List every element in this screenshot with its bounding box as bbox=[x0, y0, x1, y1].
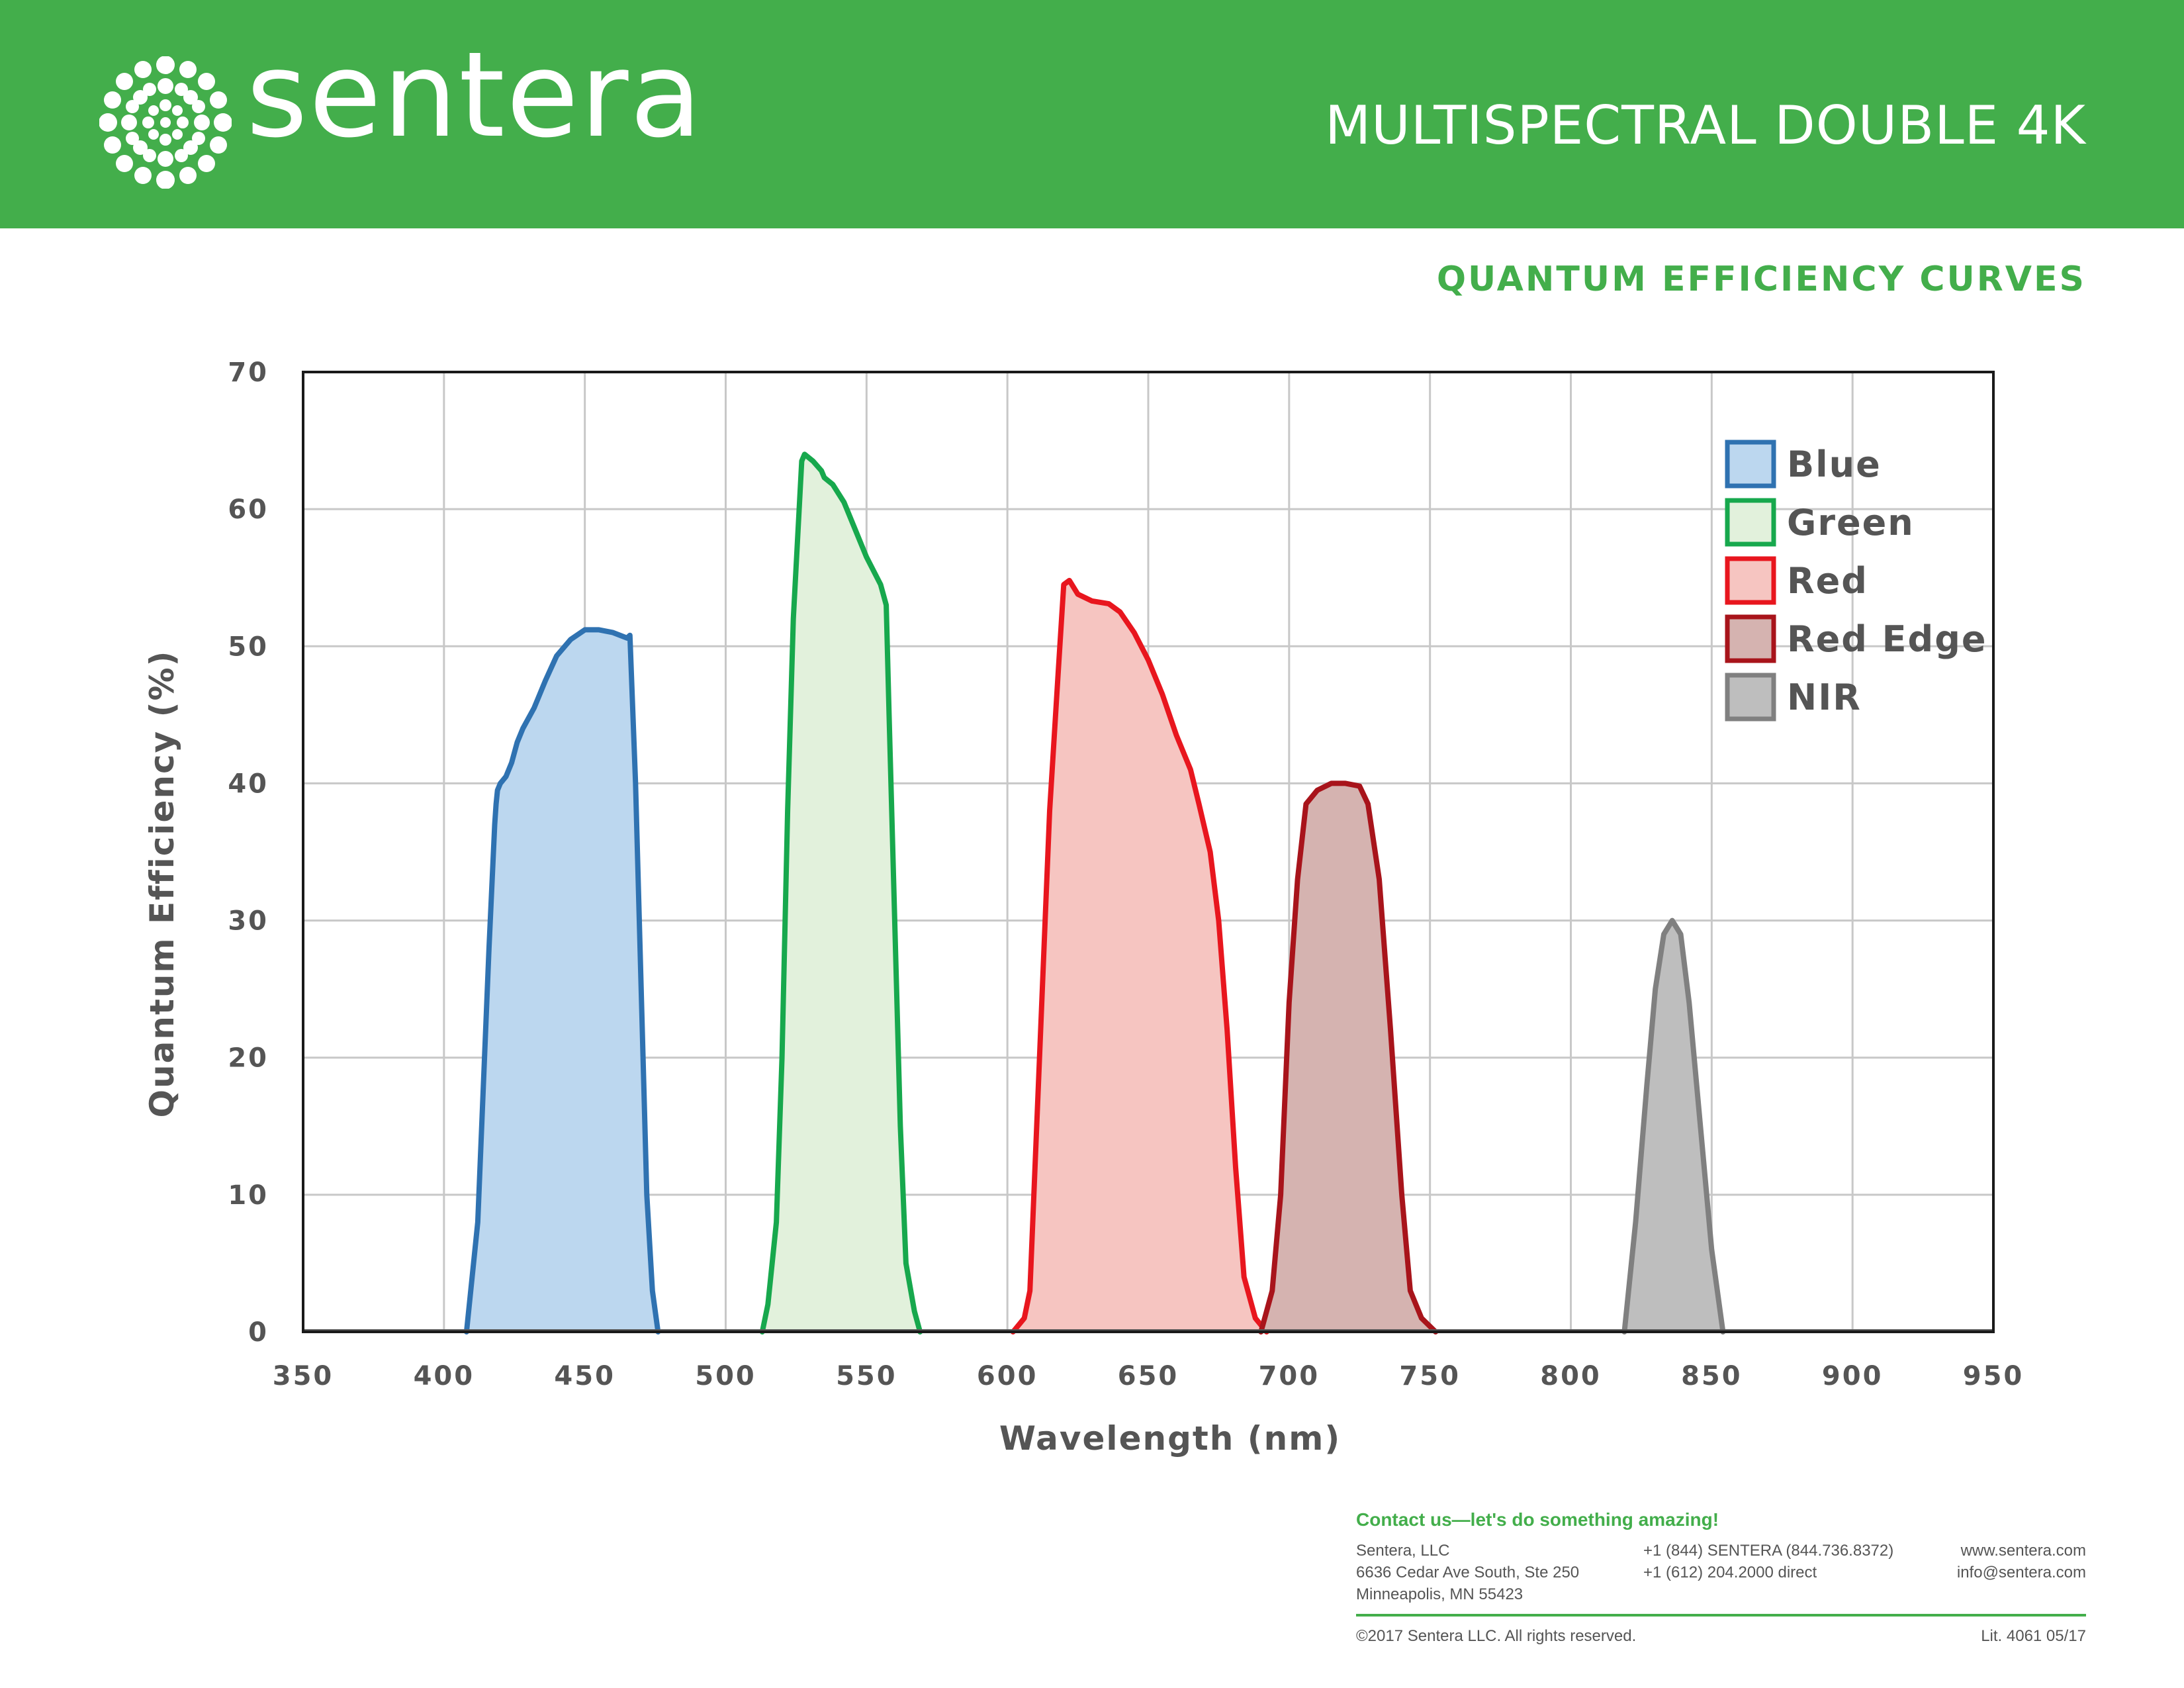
x-tick-label: 500 bbox=[695, 1361, 756, 1391]
blue-area bbox=[466, 630, 659, 1332]
legend-label-red: Red bbox=[1787, 560, 1868, 602]
x-axis-label: Wavelength (nm) bbox=[999, 1419, 1341, 1458]
blue-curve bbox=[463, 627, 661, 1335]
y-tick-label: 10 bbox=[228, 1180, 269, 1211]
y-tick-label: 40 bbox=[228, 769, 269, 799]
y-tick-label: 30 bbox=[228, 906, 269, 937]
legend-swatch-red bbox=[1725, 556, 1776, 605]
red-curve bbox=[1010, 577, 1269, 1335]
legend-swatch-red-edge bbox=[1725, 614, 1776, 663]
legend-swatch-green bbox=[1725, 498, 1776, 547]
quantum-efficiency-chart: 350 400 450 500 550 600 650 700 750 800 850 900 950 0… bbox=[143, 357, 2025, 1458]
x-tick-label: 700 bbox=[1259, 1361, 1320, 1391]
legend-swatch-blue bbox=[1725, 440, 1776, 489]
sentera-dot-mark bbox=[99, 56, 232, 189]
x-tick-label: 450 bbox=[554, 1361, 615, 1391]
website-link[interactable]: www.sentera.com bbox=[1960, 1542, 2086, 1560]
sentera-logo: sentera bbox=[99, 36, 702, 189]
legend-label-red-edge: Red Edge bbox=[1787, 618, 1987, 660]
nir-curve bbox=[1621, 917, 1726, 1335]
phone-line: +1 (612) 204.2000 direct bbox=[1643, 1564, 1817, 1581]
series-areas bbox=[303, 451, 1993, 1335]
header-banner: sentera MULTISPECTRAL DOUBLE 4K bbox=[0, 0, 2184, 228]
legend-label-green: Green bbox=[1787, 502, 1915, 543]
email-link[interactable]: info@sentera.com bbox=[1956, 1564, 2086, 1581]
address-line: Minneapolis, MN 55423 bbox=[1356, 1585, 1524, 1603]
footer-divider bbox=[1356, 1614, 2086, 1617]
address-line: 6636 Cedar Ave South, Ste 250 bbox=[1356, 1564, 1580, 1581]
y-tick-label: 0 bbox=[248, 1317, 269, 1348]
web-block: www.sentera.com info@sentera.com bbox=[1957, 1540, 2086, 1583]
nir-area bbox=[1624, 920, 1723, 1332]
y-tick-label: 60 bbox=[228, 494, 269, 525]
brand-name: sentera bbox=[246, 26, 704, 164]
literature-number: Lit. 4061 05/17 bbox=[1981, 1627, 2086, 1645]
address-block: Sentera, LLC 6636 Cedar Ave South, Ste 2… bbox=[1356, 1540, 1579, 1605]
address-line: Sentera, LLC bbox=[1356, 1542, 1450, 1560]
x-tick-label: 600 bbox=[977, 1361, 1038, 1391]
legend: Blue Green Red Red Edge NIR bbox=[1725, 440, 1987, 722]
y-tick-label: 20 bbox=[228, 1043, 269, 1074]
x-tick-label: 900 bbox=[1822, 1361, 1884, 1391]
contact-heading: Contact us—let's do something amazing! bbox=[1356, 1509, 1719, 1530]
red-area bbox=[1013, 580, 1267, 1332]
red-edge-curve bbox=[1258, 780, 1439, 1335]
green-area bbox=[762, 454, 921, 1332]
y-tick-label: 70 bbox=[228, 357, 269, 388]
phone-block: +1 (844) SENTERA (844.736.8372) +1 (612)… bbox=[1643, 1540, 1893, 1583]
x-tick-label: 950 bbox=[1963, 1361, 2025, 1391]
x-tick-label: 850 bbox=[1681, 1361, 1743, 1391]
y-tick-label: 50 bbox=[228, 632, 269, 662]
x-tick-label: 550 bbox=[836, 1361, 897, 1391]
x-tick-label: 350 bbox=[273, 1361, 334, 1391]
x-tick-label: 400 bbox=[414, 1361, 475, 1391]
x-tick-label: 800 bbox=[1540, 1361, 1602, 1391]
legend-swatch-nir bbox=[1725, 673, 1776, 722]
x-tick-label: 750 bbox=[1399, 1361, 1461, 1391]
legend-label-nir: NIR bbox=[1787, 677, 1862, 718]
section-title: QUANTUM EFFICIENCY CURVES bbox=[1436, 259, 2086, 299]
red-edge-area bbox=[1261, 783, 1436, 1332]
copyright: ©2017 Sentera LLC. All rights reserved. bbox=[1356, 1627, 1637, 1645]
plot-frame bbox=[302, 371, 1995, 1333]
y-axis-label: Quantum Efficiency (%) bbox=[143, 650, 181, 1118]
product-title: MULTISPECTRAL DOUBLE 4K bbox=[1325, 95, 2086, 156]
tick-labels: 350 400 450 500 550 600 650 700 750 800 850 900 950 0… bbox=[228, 357, 2025, 1391]
green-curve bbox=[759, 451, 923, 1335]
phone-line: +1 (844) SENTERA (844.736.8372) bbox=[1643, 1542, 1894, 1560]
legend-label-blue: Blue bbox=[1787, 444, 1882, 485]
x-tick-label: 650 bbox=[1118, 1361, 1179, 1391]
